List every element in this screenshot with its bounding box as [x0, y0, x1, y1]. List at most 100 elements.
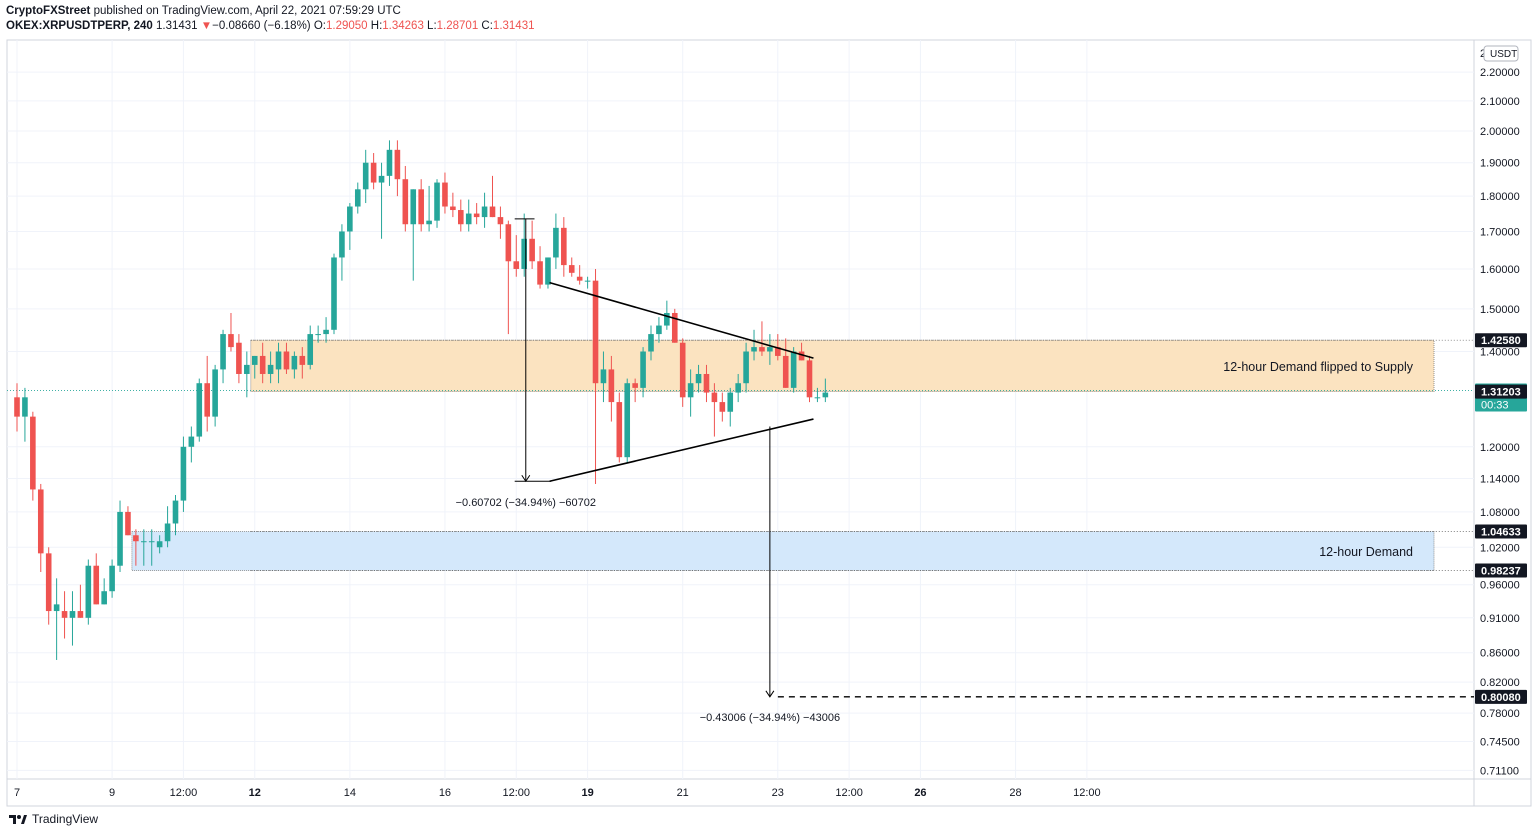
candle [418, 179, 424, 232]
candle-body [473, 213, 480, 218]
x-tick-label: 23 [772, 787, 784, 799]
candle-body [513, 261, 520, 269]
x-tick-label: 21 [677, 787, 689, 799]
candle-body [196, 383, 203, 437]
candle-body [719, 402, 726, 412]
candle-body [537, 261, 543, 285]
candle-body [156, 541, 163, 548]
candle-body [283, 351, 290, 370]
zone-label: 12-hour Demand [1319, 545, 1413, 559]
candle-body [481, 206, 488, 218]
down-arrow-icon: ▼ [200, 20, 213, 32]
price-tag-countdown: 00:33 [1481, 400, 1509, 412]
candle-body [798, 351, 805, 361]
x-tick-label: 12:00 [1073, 787, 1101, 799]
candle [212, 364, 218, 427]
candle [354, 182, 361, 214]
candle [164, 506, 171, 548]
y-tick-label: 0.82000 [1480, 677, 1520, 689]
candle-body [386, 149, 393, 176]
y-tick-label: 1.02000 [1480, 542, 1520, 554]
candle [180, 436, 187, 512]
currency-badge: USDT [1483, 45, 1519, 62]
candle [307, 325, 314, 370]
candle [798, 342, 805, 361]
candle [624, 378, 631, 463]
candle [61, 591, 68, 639]
candle-body [759, 347, 765, 352]
x-tick-label: 12:00 [835, 787, 863, 799]
candle [640, 347, 646, 398]
currency-badge-text: USDT [1490, 49, 1517, 60]
y-tick-label: 1.40000 [1480, 346, 1520, 358]
close-value: 1.31431 [492, 20, 535, 32]
candle [259, 342, 266, 384]
candle [695, 364, 702, 393]
y-tick-label: 2.00000 [1480, 126, 1520, 138]
candle [394, 140, 401, 197]
candle [156, 535, 163, 554]
y-tick-label: 2.20000 [1480, 67, 1520, 79]
candle-body [775, 347, 781, 356]
zone-rect [250, 339, 1435, 393]
candle-body [687, 383, 694, 398]
candle-body [93, 565, 100, 605]
candle-body [782, 355, 789, 388]
x-tick-label: 7 [14, 787, 20, 799]
candle-body [790, 351, 797, 388]
candle-body [497, 217, 504, 225]
candle [148, 529, 155, 566]
triangle-upper-line [549, 281, 814, 359]
zone-rect [131, 531, 1435, 571]
price-tag-box [1475, 384, 1527, 399]
candle [426, 185, 432, 232]
candle-body [291, 355, 298, 370]
candle-body [275, 351, 282, 370]
candle-body [410, 189, 417, 225]
price-tag: 0.80080 [1475, 689, 1527, 704]
candle-body [465, 213, 472, 225]
candle-body [426, 220, 432, 225]
candle-body [711, 392, 718, 403]
y-tick-label: 1.60000 [1480, 264, 1520, 276]
candle [299, 347, 306, 379]
low-label: L: [427, 20, 437, 32]
candle-body [204, 383, 210, 417]
candle-body [220, 334, 226, 370]
candle-body [648, 334, 654, 352]
candle [442, 172, 448, 214]
candle-body [125, 511, 131, 536]
last-price: 1.31431 [156, 20, 198, 32]
candle-body [434, 182, 440, 221]
candle [790, 347, 797, 393]
y-tick-label: 1.50000 [1480, 304, 1520, 316]
y-tick-label: 1.20000 [1480, 442, 1520, 454]
candle [275, 342, 282, 384]
candle-body [30, 416, 36, 490]
price-tag-text: 0.80080 [1481, 692, 1521, 704]
price-tag-box [1475, 563, 1527, 578]
candle [291, 351, 298, 379]
candle [576, 265, 583, 285]
candle [109, 559, 115, 598]
close-label: C: [481, 20, 493, 32]
footer-brand-text: TradingView [32, 812, 99, 826]
candle-body [743, 351, 749, 384]
arrow-down-icon [521, 474, 531, 483]
candle [85, 559, 92, 625]
open-label: O: [313, 20, 326, 32]
high-label: H: [370, 20, 383, 32]
candle-body [608, 369, 615, 403]
candle-body [450, 206, 456, 211]
x-tick-label: 9 [109, 787, 115, 799]
candle [473, 203, 480, 225]
candle [323, 317, 329, 343]
candle [37, 483, 44, 572]
candle-body [61, 611, 68, 618]
candle-body [109, 565, 115, 592]
candle [822, 378, 829, 403]
y-tick-label: 0.78000 [1480, 708, 1520, 720]
candle [117, 500, 123, 572]
candle-body [188, 436, 195, 447]
